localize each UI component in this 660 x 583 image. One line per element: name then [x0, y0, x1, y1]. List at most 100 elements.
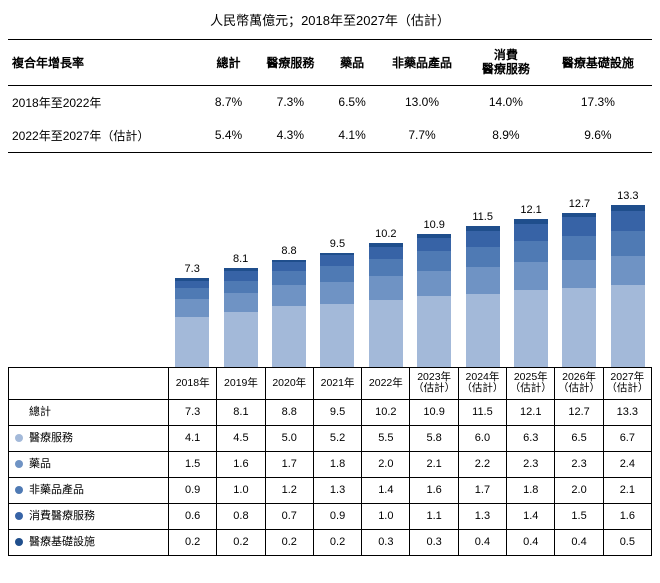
data-cell: 1.7	[266, 452, 314, 478]
data-row-label: 消費醫療服務	[9, 504, 169, 530]
data-cell: 1.0	[217, 478, 265, 504]
data-cell: 0.2	[169, 530, 217, 556]
data-col-header: 2026年（估計）	[555, 368, 603, 400]
legend-bullet	[15, 538, 23, 546]
bar-segment	[320, 304, 354, 367]
cagr-cell: 4.3%	[252, 119, 328, 153]
bar-segment	[466, 247, 500, 268]
bar-total-label: 10.2	[375, 228, 396, 240]
stacked-bar-chart: 7.38.18.89.510.210.911.512.112.713.3	[8, 177, 652, 367]
data-col-header: 2018年	[169, 368, 217, 400]
data-row-label: 醫療基礎設施	[9, 530, 169, 556]
bar: 8.8	[265, 177, 313, 367]
bar-total-label: 9.5	[330, 238, 345, 250]
data-row-label: 藥品	[9, 452, 169, 478]
data-col-header: 2021年	[314, 368, 362, 400]
data-cell: 9.5	[314, 400, 362, 426]
data-cell: 1.0	[362, 504, 410, 530]
cagr-col-header: 醫療服務	[252, 40, 328, 86]
data-cell: 1.5	[555, 504, 603, 530]
bar-segment	[417, 251, 451, 270]
data-cell: 0.3	[410, 530, 458, 556]
bar-segment	[514, 290, 548, 367]
data-cell: 1.1	[410, 504, 458, 530]
cagr-cell: 6.5%	[328, 85, 376, 119]
data-col-header: 2019年	[217, 368, 265, 400]
bar-total-label: 7.3	[185, 263, 200, 275]
data-cell: 13.3	[604, 400, 652, 426]
data-col-header: 2022年	[362, 368, 410, 400]
bar-segment	[224, 271, 258, 281]
cagr-col-header: 藥品	[328, 40, 376, 86]
cagr-col-header: 消費醫療服務	[468, 40, 544, 86]
cagr-table: 複合年增長率總計醫療服務藥品非藥品產品消費醫療服務醫療基礎設施 2018年至20…	[8, 39, 652, 153]
bar: 8.1	[216, 177, 264, 367]
data-cell: 6.0	[459, 426, 507, 452]
data-cell: 4.1	[169, 426, 217, 452]
cagr-cell: 7.3%	[252, 85, 328, 119]
data-cell: 1.2	[266, 478, 314, 504]
bar: 9.5	[313, 177, 361, 367]
bar-segment	[175, 299, 209, 317]
data-cell: 12.7	[555, 400, 603, 426]
bar-total-label: 12.7	[569, 198, 590, 210]
bar-segment	[417, 238, 451, 251]
data-cell: 7.3	[169, 400, 217, 426]
cagr-col-header: 複合年增長率	[8, 40, 205, 86]
cagr-cell: 5.4%	[205, 119, 253, 153]
bar: 12.7	[555, 177, 603, 367]
legend-bullet	[15, 486, 23, 494]
data-cell: 0.2	[314, 530, 362, 556]
bar-segment	[272, 285, 306, 306]
bar: 13.3	[604, 177, 652, 367]
data-cell: 6.7	[604, 426, 652, 452]
data-cell: 1.7	[459, 478, 507, 504]
data-cell: 1.4	[362, 478, 410, 504]
data-cell: 0.2	[266, 530, 314, 556]
data-cell: 12.1	[507, 400, 555, 426]
bar-segment	[562, 236, 596, 260]
bar-total-label: 11.5	[472, 211, 493, 223]
bar-segment	[611, 256, 645, 285]
bar-segment	[369, 247, 403, 259]
data-cell: 6.3	[507, 426, 555, 452]
bar: 10.2	[362, 177, 410, 367]
data-cell: 2.1	[410, 452, 458, 478]
bar-segment	[562, 288, 596, 367]
data-cell: 0.4	[459, 530, 507, 556]
data-cell: 2.0	[555, 478, 603, 504]
data-cell: 0.9	[169, 478, 217, 504]
data-cell: 0.2	[217, 530, 265, 556]
bar-segment	[175, 317, 209, 367]
data-row-label: 總計	[9, 400, 169, 426]
data-cell: 8.8	[266, 400, 314, 426]
data-cell: 0.9	[314, 504, 362, 530]
data-cell: 1.3	[459, 504, 507, 530]
bar-segment	[611, 231, 645, 257]
data-cell: 5.5	[362, 426, 410, 452]
cagr-col-header: 總計	[205, 40, 253, 86]
data-cell: 5.0	[266, 426, 314, 452]
data-cell: 5.2	[314, 426, 362, 452]
bar-segment	[562, 217, 596, 235]
data-cell: 1.8	[314, 452, 362, 478]
cagr-col-header: 非藥品產品	[376, 40, 468, 86]
bar-segment	[272, 262, 306, 271]
bar-segment	[224, 312, 258, 367]
data-cell: 0.4	[507, 530, 555, 556]
bar-segment	[562, 260, 596, 288]
data-cell: 6.5	[555, 426, 603, 452]
cagr-cell: 8.9%	[468, 119, 544, 153]
data-cell: 0.8	[217, 504, 265, 530]
data-cell: 2.1	[604, 478, 652, 504]
data-cell: 0.4	[555, 530, 603, 556]
data-cell: 2.3	[555, 452, 603, 478]
data-cell: 1.6	[604, 504, 652, 530]
data-table: 2018年2019年2020年2021年2022年2023年（估計）2024年（…	[8, 367, 652, 556]
data-cell: 1.8	[507, 478, 555, 504]
data-cell: 11.5	[459, 400, 507, 426]
data-cell: 2.2	[459, 452, 507, 478]
cagr-cell: 7.7%	[376, 119, 468, 153]
data-cell: 0.7	[266, 504, 314, 530]
data-cell: 10.2	[362, 400, 410, 426]
